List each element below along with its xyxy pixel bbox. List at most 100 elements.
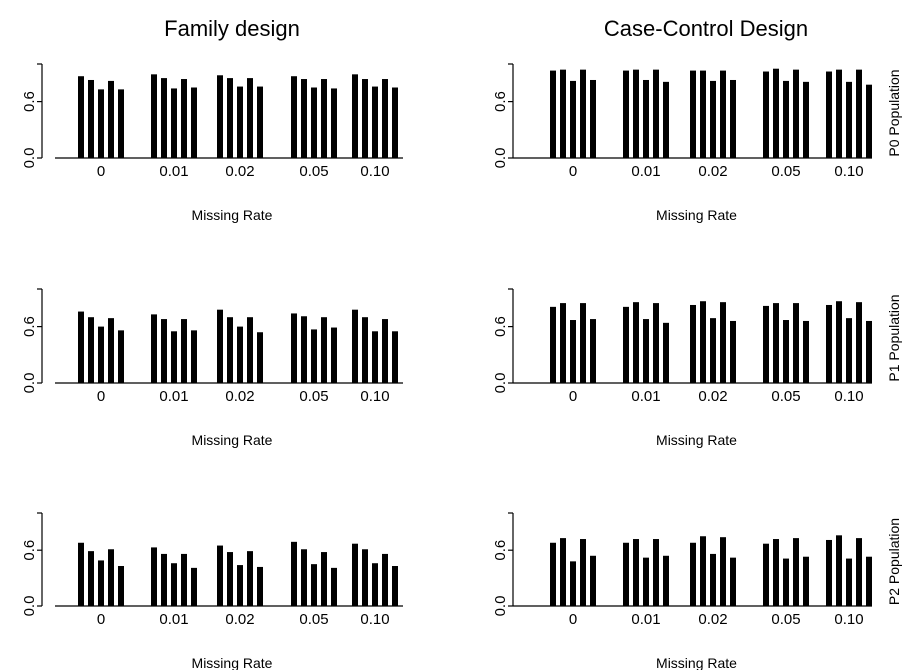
bar [108,549,114,606]
bar [118,566,124,606]
bar [783,320,789,383]
x-tick-label: 0.02 [698,611,727,628]
x-tick-label: 0.01 [631,611,660,628]
bar [560,303,566,383]
panel-family-p1: 0.0 0.6 0 0.01 0.02 0.05 0.10 Missing Rate [21,288,403,448]
bar [763,543,769,606]
bar [643,79,649,158]
bar [643,557,649,606]
bar [181,79,187,158]
bar [227,552,233,606]
bar [653,303,659,383]
col-title-family: Family design [164,16,300,41]
row-labels: P0 Population P1 Population P2 Population [886,69,902,605]
bar [227,317,233,383]
bar [171,563,177,606]
bar [191,330,197,383]
bar [88,79,94,158]
bar [301,79,307,158]
bar [856,69,862,158]
bar [372,563,378,606]
bar [720,302,726,383]
x-tick-label: 0 [569,388,577,405]
bar [690,542,696,606]
bar [301,549,307,606]
bar [151,314,157,383]
bar [311,564,317,606]
bar [291,313,297,383]
x-axis-label: Missing Rate [656,655,737,670]
bar [550,70,556,158]
bar [88,551,94,606]
bar [321,317,327,383]
bar [773,68,779,158]
bar [763,71,769,158]
bar [700,536,706,606]
bar [700,301,706,383]
x-tick-label: 0.10 [360,611,389,628]
bar [78,311,84,383]
panel-case-control-p2: 0.0 0.6 0 0.01 0.02 0.05 0.10 Missing Rate [492,512,872,670]
bar [653,539,659,606]
bar [331,327,337,383]
bar [773,539,779,606]
x-tick-label: 0.05 [299,163,328,180]
bar [866,556,872,606]
bar [773,303,779,383]
bar [382,319,388,383]
bar [633,69,639,158]
x-tick-label: 0.05 [771,163,800,180]
x-tick-label: 0 [97,163,105,180]
y-tick-label: 0.6 [21,316,38,337]
bar [730,79,736,158]
bar [118,89,124,158]
x-tick-label: 0.10 [834,611,863,628]
bar [372,86,378,158]
bar [730,557,736,606]
bar [372,331,378,383]
bar [803,320,809,383]
bar [590,319,596,383]
bar [161,553,167,606]
bar [181,553,187,606]
bar [217,309,223,383]
bar [257,86,263,158]
bar [118,330,124,383]
bar [643,319,649,383]
bar [311,87,317,158]
y-tick-label: 0.0 [492,596,509,617]
bar [362,317,368,383]
x-tick-label: 0.10 [834,388,863,405]
bar [783,558,789,606]
bar [291,76,297,158]
bar [331,567,337,606]
bar [826,539,832,606]
bar [570,561,576,606]
bar [653,69,659,158]
bar [826,304,832,383]
bar [826,71,832,158]
bar [352,74,358,158]
bar [793,303,799,383]
x-tick-label: 0.05 [299,388,328,405]
panel-family-p2: 0.0 0.6 0 0.01 0.02 0.05 0.10 Missing Rate [21,512,403,670]
bar [392,87,398,158]
bar [352,309,358,383]
bar [257,332,263,383]
bar [191,567,197,606]
bar [560,538,566,606]
y-tick-label: 0.0 [21,373,38,394]
x-tick-label: 0.10 [360,388,389,405]
bar [580,303,586,383]
bar [382,79,388,158]
bar [590,79,596,158]
bar [257,566,263,606]
bar [191,87,197,158]
bar [793,69,799,158]
panel-family-p0: 0.0 0.6 0 0.01 0.02 0.05 0.10 Missing Rate [21,63,403,223]
x-tick-label: 0.01 [159,388,188,405]
bar [362,549,368,606]
bar [623,306,629,383]
bar [846,81,852,158]
